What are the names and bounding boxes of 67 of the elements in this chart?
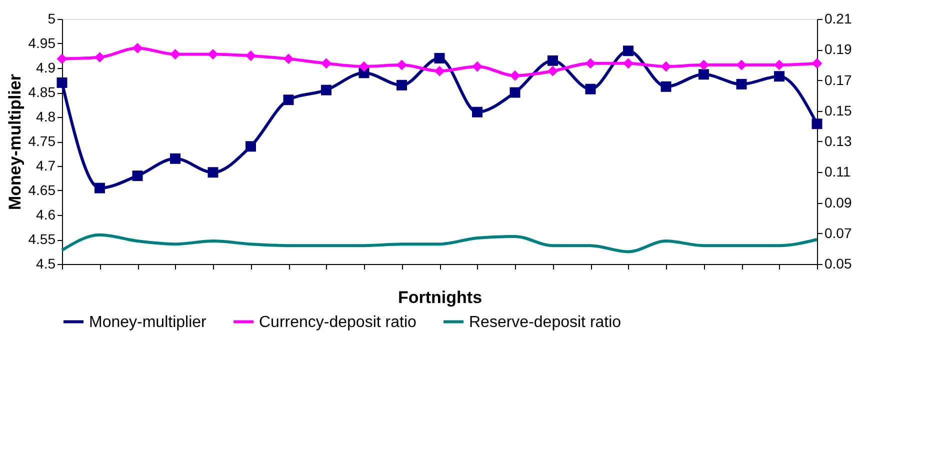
point	[472, 106, 482, 118]
y-tick-label: 4.9	[36, 60, 56, 76]
point	[434, 52, 445, 64]
y2-tick-label: 0.05	[824, 256, 852, 272]
y-tick-label: 5	[48, 10, 56, 26]
point	[774, 71, 784, 82]
y-tick-label: 4.85	[28, 84, 56, 100]
point	[208, 48, 218, 60]
point	[510, 87, 520, 98]
point	[510, 70, 520, 81]
y-axis-title: Money-multiplier	[5, 74, 24, 210]
point	[548, 66, 558, 76]
x-axis-title: Fortnights	[398, 288, 482, 307]
point	[132, 42, 143, 54]
point	[283, 54, 294, 64]
point	[585, 84, 596, 94]
y-tick-label: 4.55	[28, 231, 56, 247]
point	[358, 61, 370, 72]
point	[623, 58, 634, 69]
y2-tick-label: 0.15	[824, 102, 852, 118]
point	[736, 60, 747, 70]
point	[660, 61, 672, 72]
point	[812, 118, 822, 130]
point	[170, 48, 180, 60]
y2-tick-label: 0.19	[824, 41, 852, 58]
y-tick-label: 4.6	[36, 206, 56, 222]
point	[623, 46, 634, 56]
point	[56, 77, 68, 88]
point	[812, 58, 822, 69]
y-tick-label: 4.8	[36, 108, 56, 124]
point	[660, 81, 672, 92]
point	[246, 50, 256, 61]
point	[321, 84, 332, 96]
y2-tick-label: 0.13	[824, 133, 852, 149]
point	[94, 52, 105, 63]
y2-tick-label: 0.17	[824, 72, 852, 88]
y2-tick-label: 0.07	[824, 224, 852, 241]
point	[56, 54, 68, 64]
point	[698, 60, 709, 70]
point	[246, 141, 256, 152]
point	[132, 170, 143, 182]
legend-label: Money-multiplier	[89, 314, 208, 331]
legend-label: Reserve-deposit ratio	[469, 314, 622, 331]
point	[321, 58, 332, 69]
point	[170, 153, 180, 164]
y-tick-label: 4.95	[28, 35, 56, 51]
point	[94, 182, 105, 194]
point	[585, 58, 596, 69]
legend-label: Currency-deposit ratio	[259, 314, 416, 331]
point	[548, 55, 558, 66]
line-series	[60, 233, 818, 254]
point	[774, 60, 784, 70]
y2-tick-label: 0.21	[824, 10, 852, 26]
y-tick-label: 4.75	[28, 133, 56, 149]
point	[434, 66, 445, 76]
point	[472, 61, 482, 72]
y-tick-label: 4.65	[28, 182, 56, 198]
point	[396, 80, 407, 90]
point	[736, 78, 747, 90]
y-tick-label: 4.7	[36, 158, 56, 174]
y-tick-label: 4.5	[36, 256, 56, 272]
point	[698, 69, 709, 80]
y2-tick-label: 0.11	[824, 164, 851, 180]
point	[396, 60, 407, 70]
point	[283, 94, 294, 106]
y2-tick-label: 0.09	[824, 194, 852, 210]
point	[208, 167, 218, 178]
